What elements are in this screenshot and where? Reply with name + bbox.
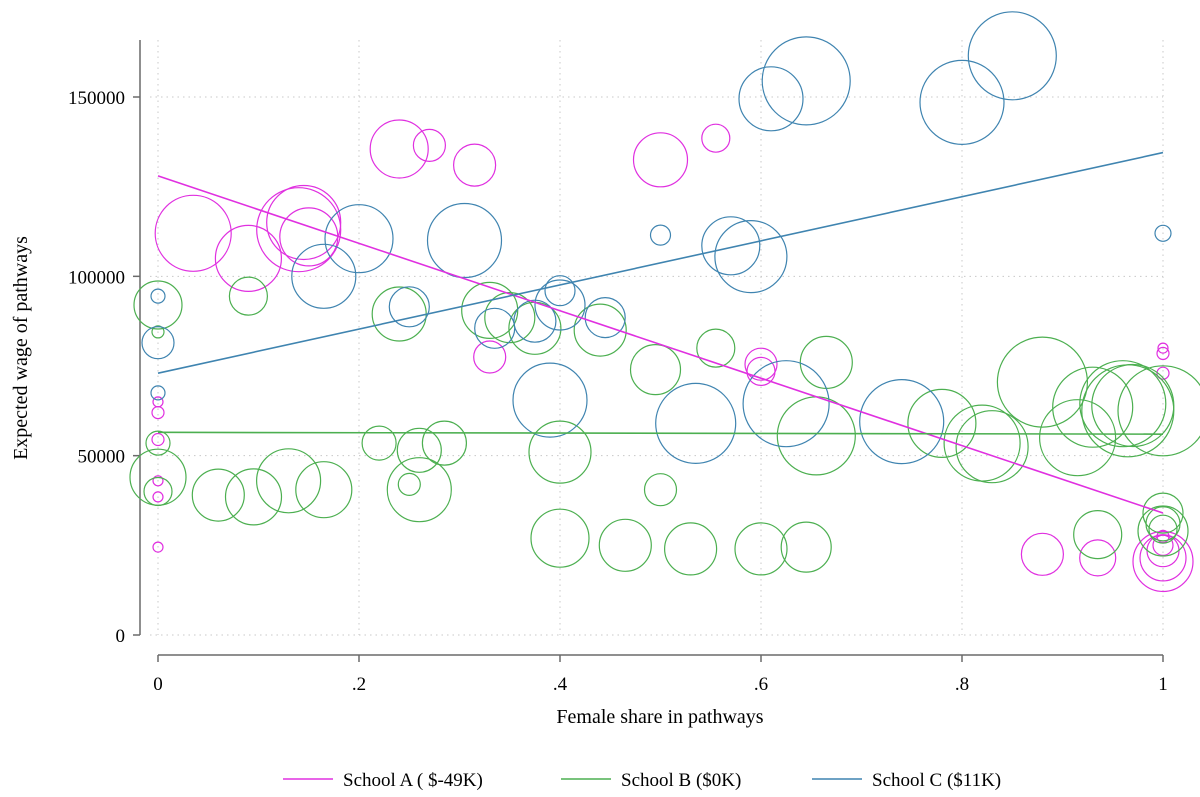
data-point bbox=[1021, 533, 1063, 575]
data-point bbox=[280, 208, 338, 266]
data-point bbox=[702, 124, 730, 152]
legend-label: School A ( $-49K) bbox=[343, 770, 483, 791]
y-tick-label: 100000 bbox=[68, 267, 125, 288]
data-point bbox=[428, 204, 502, 278]
data-point bbox=[146, 431, 170, 455]
y-axis-title: Expected wage of pathways bbox=[10, 236, 32, 460]
data-point bbox=[229, 277, 267, 315]
x-tick-label: 1 bbox=[1158, 674, 1168, 695]
data-point bbox=[529, 421, 591, 483]
x-tick-label: .2 bbox=[352, 674, 366, 695]
data-point bbox=[296, 462, 352, 518]
axis-ticks: 0 50000 100000 150000 0 .2 .4 .6 .8 1 bbox=[68, 88, 1168, 695]
data-point bbox=[1118, 366, 1200, 456]
legend-label: School B ($0K) bbox=[621, 770, 741, 791]
data-point bbox=[631, 345, 681, 395]
data-point bbox=[997, 337, 1087, 427]
data-point bbox=[745, 348, 777, 380]
data-point bbox=[645, 474, 677, 506]
series-3-points bbox=[142, 12, 1171, 464]
data-point bbox=[781, 522, 831, 572]
fit-line-series-1 bbox=[158, 176, 1163, 513]
data-point bbox=[1080, 540, 1116, 576]
data-point bbox=[474, 341, 506, 373]
data-point bbox=[599, 519, 651, 571]
data-point bbox=[422, 421, 466, 465]
data-point bbox=[968, 12, 1056, 100]
data-point bbox=[192, 469, 244, 521]
data-point bbox=[697, 329, 735, 367]
data-point bbox=[372, 287, 426, 341]
data-point bbox=[634, 133, 688, 187]
data-point bbox=[152, 407, 164, 419]
data-point bbox=[651, 225, 671, 245]
x-tick-label: .4 bbox=[553, 674, 568, 695]
data-point bbox=[513, 363, 587, 437]
data-point bbox=[665, 523, 717, 575]
legend-label: School C ($11K) bbox=[872, 770, 1001, 791]
x-tick-label: 0 bbox=[153, 674, 163, 695]
data-point bbox=[762, 37, 850, 125]
axes bbox=[140, 40, 1163, 655]
y-tick-label: 50000 bbox=[78, 447, 126, 468]
fit-lines bbox=[158, 153, 1163, 513]
data-point bbox=[656, 383, 736, 463]
data-point bbox=[370, 120, 428, 178]
series-2-points bbox=[130, 277, 1200, 575]
y-tick-label: 150000 bbox=[68, 88, 125, 109]
data-point bbox=[152, 434, 164, 446]
data-point bbox=[585, 298, 625, 338]
data-point bbox=[1074, 511, 1122, 559]
fit-line-series-2 bbox=[158, 432, 1163, 434]
data-point bbox=[397, 428, 441, 472]
data-point bbox=[215, 225, 281, 291]
data-point bbox=[413, 129, 445, 161]
data-point bbox=[1147, 535, 1179, 567]
data-point bbox=[860, 380, 944, 464]
data-point bbox=[1082, 365, 1174, 457]
data-marks bbox=[130, 12, 1200, 592]
data-point bbox=[454, 144, 496, 186]
x-tick-label: .6 bbox=[754, 674, 768, 695]
grid-lines bbox=[150, 40, 1163, 635]
x-axis-title: Female share in pathways bbox=[556, 706, 763, 728]
data-point bbox=[155, 195, 231, 271]
data-point bbox=[1040, 400, 1116, 476]
data-point bbox=[362, 426, 396, 460]
data-point bbox=[151, 289, 165, 303]
data-point bbox=[702, 217, 760, 275]
y-tick-label: 0 bbox=[116, 626, 126, 647]
data-point bbox=[226, 469, 282, 525]
data-point bbox=[777, 397, 855, 475]
series-1-points bbox=[152, 120, 1193, 592]
x-tick-label: .8 bbox=[955, 674, 969, 695]
data-point bbox=[715, 221, 787, 293]
data-point bbox=[257, 449, 321, 513]
legend: School A ( $-49K) School B ($0K) School C … bbox=[283, 770, 1001, 791]
data-point bbox=[398, 473, 420, 495]
data-point bbox=[739, 67, 803, 131]
data-point bbox=[800, 336, 852, 388]
